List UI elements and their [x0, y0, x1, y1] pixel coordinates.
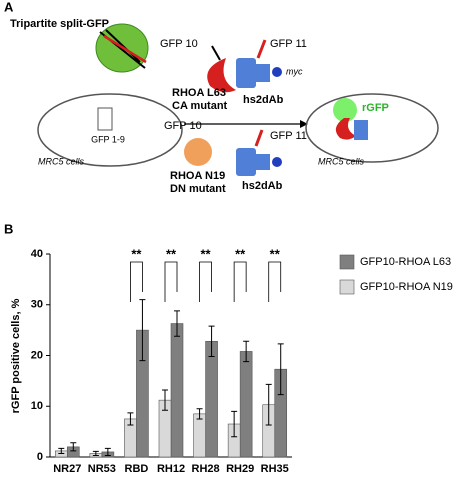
nanobody — [236, 58, 282, 88]
significance-bracket — [130, 261, 143, 302]
error-bar — [208, 325, 215, 358]
significance-bracket — [164, 261, 178, 302]
x-tick-label: RBD — [125, 463, 149, 475]
rgfp-label: rGFP — [362, 102, 389, 114]
y-tick-label: 20 — [31, 349, 43, 361]
error-bar — [70, 442, 77, 452]
x-tick-label: RH12 — [157, 463, 185, 475]
rhoa-l63: RHOA L63 — [172, 87, 226, 99]
error-bar — [162, 389, 168, 411]
x-tick-label: RH35 — [261, 463, 289, 475]
nanobody-label-b: hs2dAb — [242, 180, 283, 192]
dn-mutant: DN mutant — [170, 183, 226, 195]
bar — [170, 323, 184, 458]
gfp10-label-b: GFP 10 — [164, 120, 202, 132]
gfp11-strand — [256, 39, 267, 59]
error-bar — [265, 383, 272, 426]
error-bar — [92, 450, 99, 456]
gfp11-strand-b — [254, 129, 264, 147]
rhoa-n19-shape — [184, 138, 212, 166]
x-tick-label: NR27 — [53, 463, 81, 475]
cell-left — [37, 93, 183, 167]
y-tick-label: 0 — [37, 451, 43, 463]
panel-label: A — [4, 0, 14, 14]
error-bar — [127, 412, 134, 426]
bar — [205, 340, 218, 458]
legend-swatch — [339, 254, 355, 270]
gfp-barrel — [95, 23, 149, 73]
bar — [239, 351, 253, 458]
gfp10-strand — [211, 45, 221, 61]
y-tick-label: 40 — [31, 248, 43, 260]
rgfp-glow — [333, 98, 357, 122]
y-tick-label: 10 — [31, 400, 43, 412]
significance-label: ** — [235, 246, 246, 261]
nanobody-b — [236, 148, 282, 176]
error-bar — [231, 410, 238, 438]
nanobody-label: hs2dAb — [243, 94, 284, 106]
significance-label: ** — [270, 246, 281, 261]
legend-label: GFP10-RHOA L63 — [360, 256, 451, 268]
nanobody-bound — [354, 120, 368, 140]
error-bar — [174, 310, 180, 337]
ca-mutant: CA mutant — [172, 100, 228, 112]
x-tick-label: RH28 — [192, 463, 220, 475]
error-bar — [139, 299, 146, 362]
significance-bracket — [199, 261, 212, 302]
significance-bracket — [233, 261, 247, 302]
significance-label: ** — [201, 246, 212, 261]
legend-swatch — [339, 279, 355, 295]
significance-label: ** — [166, 246, 177, 261]
myc-label: myc — [286, 66, 303, 76]
y-tick-label: 30 — [31, 299, 43, 311]
gfp11-label-b: GFP 11 — [270, 130, 307, 142]
rhoa-n19: RHOA N19 — [170, 170, 225, 182]
cell-right-label: MRC5 cells — [318, 156, 365, 166]
panel-label: B — [4, 221, 13, 236]
significance-bracket — [268, 261, 282, 302]
gfp10-label: GFP 10 — [160, 38, 198, 50]
significance-label: ** — [131, 246, 142, 261]
arrow-head — [300, 120, 308, 128]
error-bar — [196, 408, 203, 420]
y-axis-label: rGFP positive cells, % — [10, 298, 22, 413]
bar — [193, 413, 206, 458]
legend-label: GFP10-RHOA N19 — [360, 281, 453, 293]
x-tick-label: RH29 — [226, 463, 254, 475]
rhoa-shape — [207, 58, 236, 93]
error-bar — [277, 343, 284, 396]
error-bar — [243, 340, 250, 363]
rhoa-bound — [335, 118, 356, 140]
gfp1-9-icon — [97, 107, 113, 131]
cell-left-label: MRC5 cells — [38, 156, 85, 166]
x-tick-label: NR53 — [88, 463, 116, 475]
error-bar — [104, 447, 111, 456]
gfp11-label: GFP 11 — [270, 38, 307, 50]
panel-a-title: Tripartite split-GFP — [10, 18, 109, 30]
error-bar — [58, 447, 65, 454]
cell-right — [305, 93, 439, 163]
gfp1-9-label: GFP 1-9 — [91, 134, 125, 144]
